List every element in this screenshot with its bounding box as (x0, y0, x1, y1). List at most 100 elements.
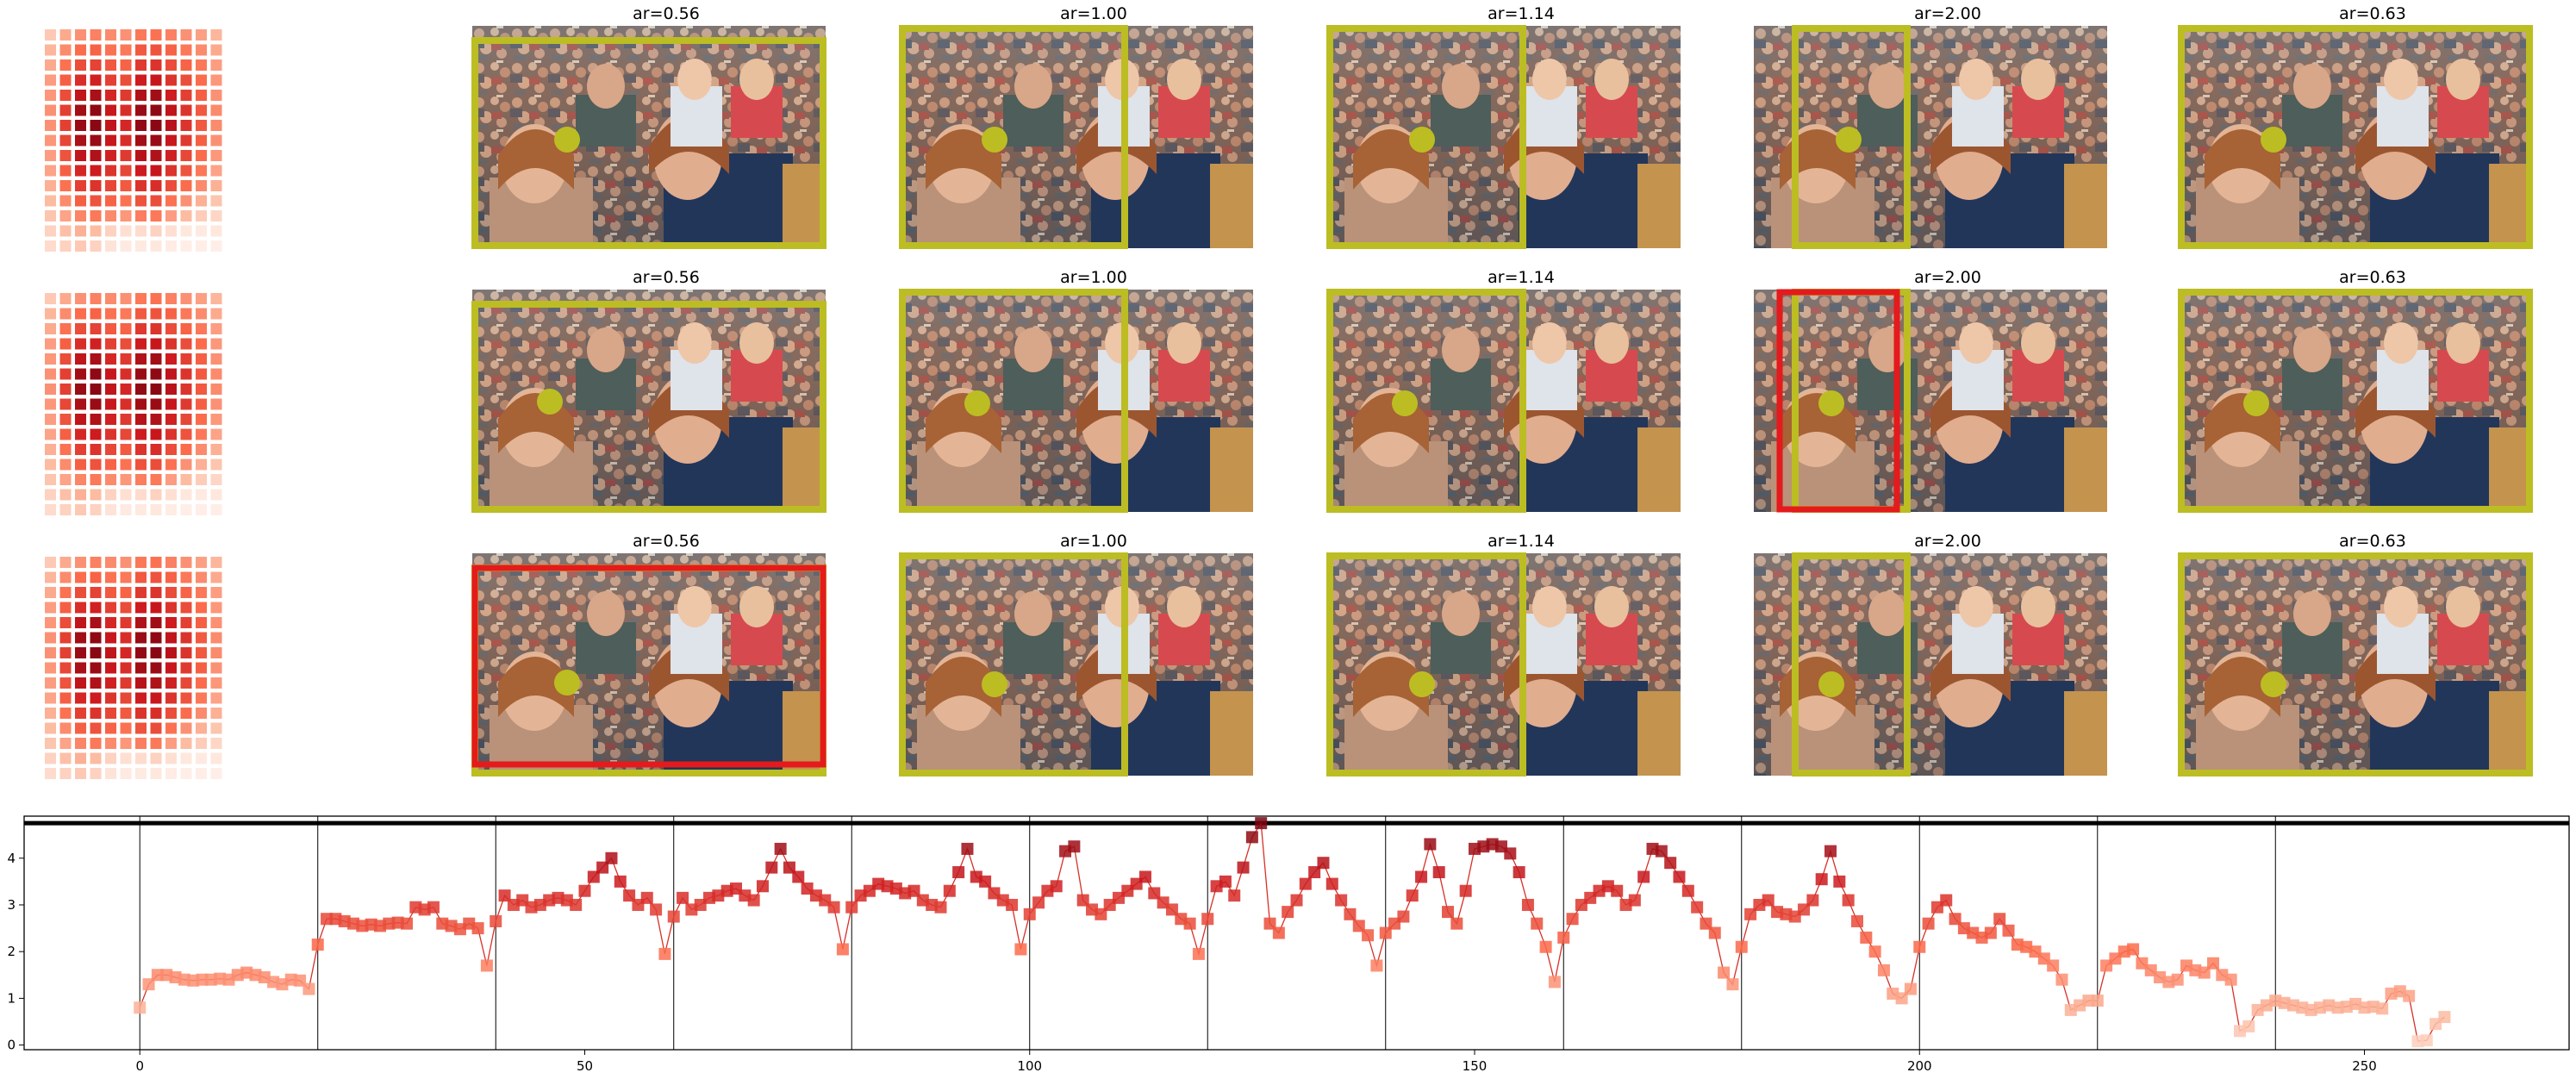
heatmap-cell (59, 240, 72, 252)
data-point (1325, 877, 1338, 890)
heatmap-cell (75, 59, 86, 71)
heatmap-cell (165, 458, 177, 471)
heatmap-cell (150, 323, 162, 334)
heatmap-cell (75, 752, 86, 764)
data-point (845, 901, 858, 914)
heatmap-cell (135, 120, 147, 131)
heatmap-cell (120, 120, 132, 131)
heatmap-cell (135, 752, 147, 764)
heatmap-cell (90, 677, 102, 689)
thumbnail-title: ar=1.00 (1060, 532, 1127, 551)
heatmap-cell (196, 504, 207, 515)
heatmap-cell (150, 150, 162, 161)
heatmap-cell (90, 738, 102, 749)
heatmap-cell (120, 504, 132, 515)
heatmap-cell (210, 368, 222, 380)
heatmap-cell (90, 338, 102, 350)
heatmap-cell (120, 571, 132, 583)
heatmap-cell (59, 692, 72, 704)
crop-thumbnail: ar=1.14 (1326, 532, 1681, 777)
heatmap-cell (59, 557, 72, 568)
heatmap-cell (165, 308, 177, 320)
data-point (1068, 840, 1081, 853)
heatmap-cell (75, 647, 86, 658)
heatmap-cell (135, 308, 147, 320)
heatmap-cell (180, 240, 192, 252)
heatmap-cell (210, 29, 222, 41)
heatmap-cell (105, 134, 116, 147)
crop-thumbnail: ar=2.00 (1754, 268, 2107, 513)
crowd-photo (1327, 290, 1681, 512)
heatmap-cell (59, 90, 72, 101)
heatmap-cell (120, 104, 132, 116)
heatmap-cell (196, 428, 207, 440)
heatmap-cell (90, 180, 102, 191)
heatmap-cell (165, 444, 177, 455)
heatmap-cell (105, 338, 116, 350)
heatmap-cell (150, 768, 162, 779)
plot-frame (23, 815, 2570, 1051)
heatmap-cell (180, 90, 192, 101)
heatmap-cell (180, 504, 192, 515)
crowd-photo (1754, 290, 2107, 512)
heatmap-cell (45, 444, 56, 455)
data-point (1798, 903, 1811, 916)
heatmap-cell (45, 90, 56, 101)
heatmap-cell (196, 240, 207, 252)
heatmap-cell (105, 458, 116, 471)
thumbnail-title: ar=1.00 (1060, 268, 1127, 287)
heatmap-cell (45, 59, 56, 71)
heatmap-cell (150, 602, 162, 614)
heatmap-cell (75, 180, 86, 191)
heatmap-cell (59, 752, 72, 764)
heatmap-cell (45, 602, 56, 614)
heatmap-cell (150, 444, 162, 455)
heatmap-cell (45, 662, 56, 674)
data-point (1949, 913, 1962, 926)
center-dot (2261, 671, 2286, 697)
data-point (1095, 907, 1107, 920)
heatmap-cell (210, 398, 222, 410)
crop-thumbnail: ar=1.14 (1326, 4, 1681, 249)
heatmap-cell (120, 489, 132, 501)
heatmap-cell (210, 180, 222, 191)
heatmap-cell (75, 29, 86, 41)
heatmap-cell (45, 368, 56, 380)
heatmap-cell (165, 647, 177, 658)
heatmap-cell (165, 150, 177, 161)
data-point (2242, 1020, 2255, 1032)
data-point (1397, 910, 1410, 923)
heatmap-cell (180, 602, 192, 614)
heatmap-cell (59, 120, 72, 131)
heatmap-cell (120, 293, 132, 304)
heatmap-cell (165, 571, 177, 583)
heatmap-cell (135, 180, 147, 191)
heatmap-cell (90, 557, 102, 568)
heatmap-cell (120, 134, 132, 147)
heatmap-cell (59, 617, 72, 628)
heatmap-cell (105, 29, 116, 41)
heatmap-cell (165, 677, 177, 689)
heatmap-cell (75, 120, 86, 131)
data-point (480, 959, 493, 972)
heatmap-cell (150, 353, 162, 365)
data-point (1860, 931, 1873, 944)
heatmap-cell (135, 647, 147, 658)
heatmap-cell (165, 708, 177, 719)
heatmap-cell (105, 308, 116, 320)
data-point (303, 982, 315, 995)
heatmap-cell (105, 195, 116, 207)
heatmap-cell (59, 308, 72, 320)
heatmap-cell (90, 617, 102, 628)
heatmap-cell (210, 647, 222, 658)
heatmap-cell (75, 768, 86, 779)
center-dot (537, 389, 563, 415)
heatmap-cell (135, 104, 147, 116)
heatmap-cell (210, 414, 222, 425)
center-dot (982, 127, 1007, 153)
heatmap-cell (45, 104, 56, 116)
crop-thumbnail-grid: ar=0.56 ar=1.00 ar=1.14 ar=2.00 ar=0.63 ar=0.… (471, 4, 2533, 777)
heatmap-cell (59, 708, 72, 719)
center-dot (964, 390, 990, 416)
heatmap-cell (135, 504, 147, 515)
